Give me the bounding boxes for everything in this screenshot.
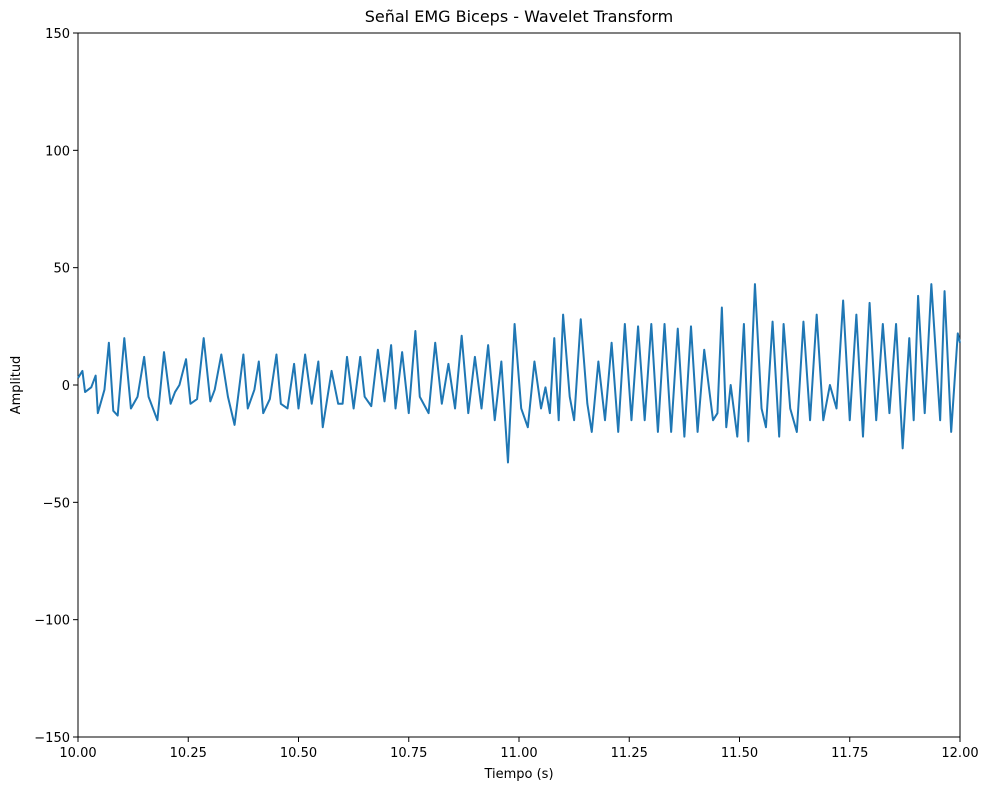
y-tick-label: −150 (34, 731, 70, 746)
y-tick-label: 0 (62, 379, 70, 394)
x-axis-label: Tiempo (s) (483, 767, 553, 782)
y-tick-label: 150 (45, 27, 70, 42)
y-tick-label: 50 (53, 262, 70, 277)
x-tick-label: 10.75 (390, 746, 427, 761)
x-tick-label: 11.25 (611, 746, 648, 761)
y-tick-label: −100 (34, 614, 70, 629)
y-tick-label: 100 (45, 144, 70, 159)
y-tick-label: −50 (43, 496, 70, 511)
x-tick-label: 11.75 (831, 746, 868, 761)
y-axis-label: Amplitud (9, 356, 24, 415)
data-line (77, 283, 961, 464)
chart-title: Señal EMG Biceps - Wavelet Transform (365, 7, 674, 26)
x-tick-label: 11.00 (500, 746, 537, 761)
x-tick-label: 10.50 (280, 746, 317, 761)
x-tick-label: 11.50 (721, 746, 758, 761)
x-tick-label: 12.00 (941, 746, 978, 761)
x-tick-label: 10.25 (170, 746, 207, 761)
x-tick-label: 10.00 (59, 746, 96, 761)
